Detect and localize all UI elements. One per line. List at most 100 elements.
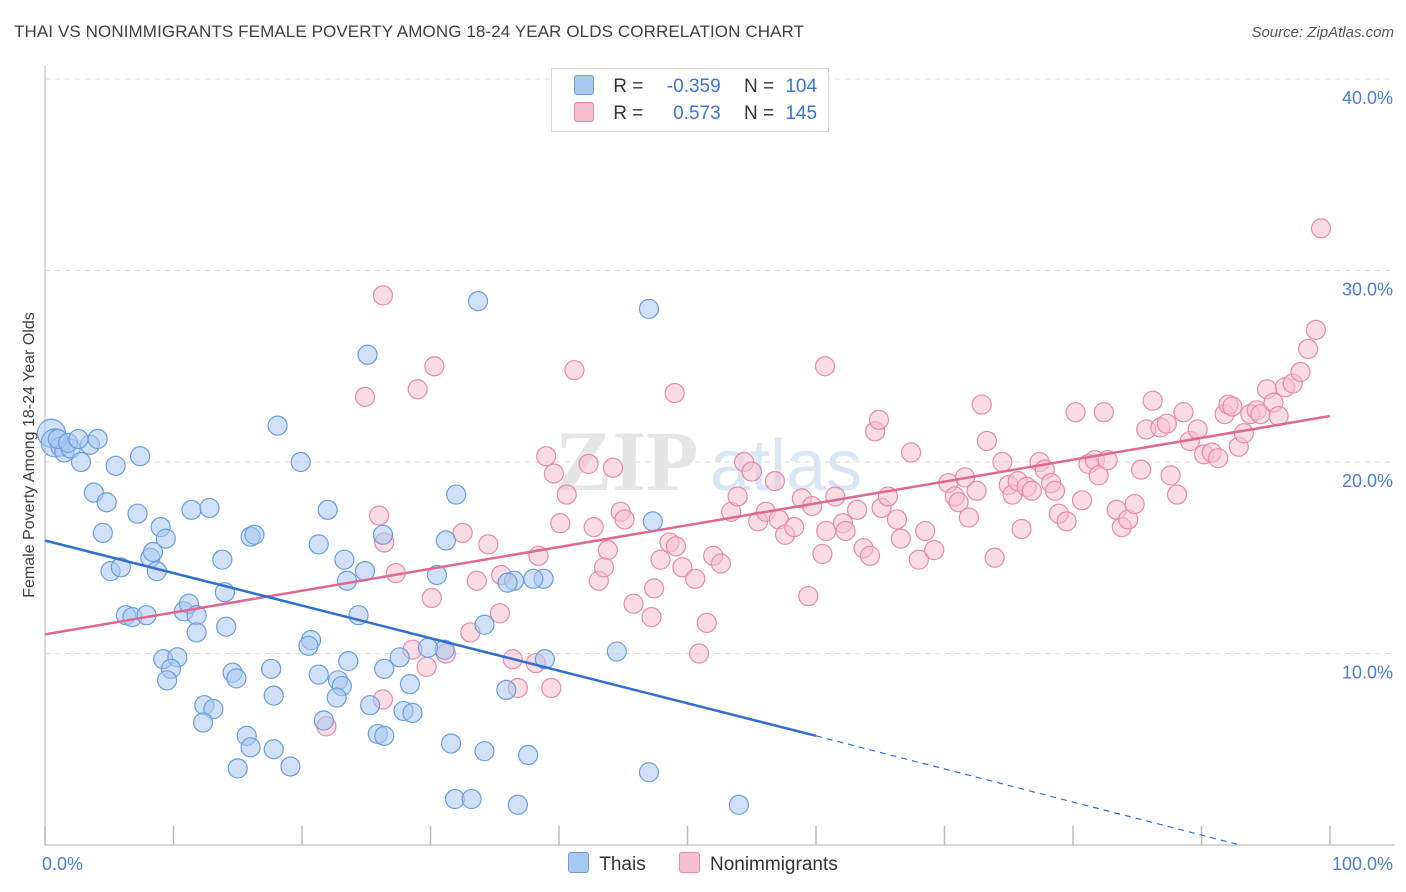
thais-point <box>244 524 265 545</box>
nonimmigrants-point <box>847 499 868 520</box>
thais-point <box>399 674 421 695</box>
nonimmigrants-point <box>1142 390 1163 411</box>
thais-point <box>638 762 660 783</box>
r-value: -0.359 <box>666 76 721 97</box>
nonimmigrants-point <box>466 570 487 591</box>
thais-point <box>68 428 89 450</box>
nonimmigrants-point <box>1290 361 1311 383</box>
thais-point <box>507 794 528 815</box>
nonimmigrants-point <box>814 356 836 377</box>
nonimmigrants-point <box>966 480 987 501</box>
thais-point <box>186 622 207 643</box>
nonimmigrants-point <box>992 451 1013 473</box>
nonimmigrants-point <box>1156 413 1177 434</box>
nonimmigrants-point <box>369 505 390 526</box>
nonimmigrants-points <box>316 218 1332 737</box>
nonimmigrants-point <box>1166 484 1188 505</box>
nonimmigrants-point <box>407 379 428 400</box>
nonimmigrants-point <box>1173 402 1194 423</box>
nonimmigrants-point <box>812 543 833 565</box>
thais-point <box>226 668 247 689</box>
thais-point <box>374 725 395 746</box>
stats-legend: R = -0.359 N = 104 R = 0.573 N = 145 <box>551 68 829 132</box>
thais-trend-extension <box>815 735 1241 846</box>
thais-point <box>261 658 282 679</box>
nonimmigrants-point <box>886 509 908 530</box>
thais-point <box>181 499 202 520</box>
n-value: 145 <box>785 103 818 124</box>
legend-item-thais[interactable]: Thais <box>568 852 646 876</box>
nonimmigrants-point <box>900 442 922 463</box>
nonimmigrants-point <box>784 517 805 538</box>
nonimmigrants-point <box>688 643 710 664</box>
nonimmigrants-point <box>536 446 557 467</box>
nonimmigrants-point <box>958 507 980 528</box>
n-value: 104 <box>785 76 818 97</box>
thais-point <box>497 572 518 593</box>
x-tick-label: 0.0% <box>42 854 83 874</box>
nonimmigrants-point <box>593 557 615 578</box>
n-label: N = <box>743 103 775 124</box>
nonimmigrants-point <box>727 486 748 507</box>
trend-lines <box>44 414 1331 846</box>
nonimmigrants-point <box>741 461 762 482</box>
nonimmigrants-point <box>478 534 499 555</box>
y-tick-label: 20.0% <box>1342 471 1393 491</box>
thais-point <box>155 528 176 549</box>
nonimmigrants-point <box>354 386 376 407</box>
thais-point <box>728 794 750 815</box>
nonimmigrants-point <box>672 557 693 578</box>
r-label: R = <box>613 103 644 124</box>
nonimmigrants-point <box>650 549 671 570</box>
thais-point <box>518 744 539 766</box>
series-legend: Thais Nonimmigrants <box>0 852 1406 876</box>
thais-point <box>426 564 448 586</box>
nonimmigrants-point <box>1044 480 1066 501</box>
thais-point <box>280 756 301 777</box>
thais-point <box>110 557 131 578</box>
nonimmigrants-point <box>1160 465 1181 486</box>
thais-point <box>474 741 495 762</box>
nonimmigrants-point <box>971 394 992 415</box>
legend-row-thais: R = -0.359 N = 104 <box>574 75 817 99</box>
nonimmigrants-point <box>1305 319 1326 340</box>
nonimmigrants-point <box>764 471 785 492</box>
watermark: ZIP atlas <box>555 413 862 509</box>
nonimmigrants-point <box>798 585 819 607</box>
legend-item-nonimmigrants[interactable]: Nonimmigrants <box>678 852 838 876</box>
nonimmigrants-point <box>868 409 890 430</box>
nonimmigrants-point <box>550 513 571 534</box>
thais-point <box>313 710 334 731</box>
nonimmigrants-point <box>416 656 437 678</box>
y-tick-label: 40.0% <box>1342 88 1393 108</box>
nonimmigrants-swatch <box>678 852 700 873</box>
thais-point <box>96 492 117 513</box>
nonimmigrants-point <box>948 492 969 513</box>
nonimmigrants-point <box>1298 338 1319 360</box>
y-tick-label: 10.0% <box>1342 663 1393 683</box>
thais-point <box>142 541 164 563</box>
thais-swatch <box>568 852 590 873</box>
nonimmigrants-point <box>556 484 577 505</box>
nonimmigrants-point <box>489 603 510 624</box>
nonimmigrants-point <box>424 356 445 377</box>
nonimmigrants-point <box>696 612 717 633</box>
thais-point <box>308 664 329 685</box>
thais-points <box>36 291 750 815</box>
nonimmigrants-point <box>1310 218 1332 239</box>
r-label: R = <box>613 76 644 97</box>
nonimmigrants-point <box>685 568 706 589</box>
legend-label: Thais <box>599 854 646 875</box>
thais-point <box>534 649 555 670</box>
thais-point <box>70 451 92 473</box>
thais-point <box>92 522 113 543</box>
nonimmigrants-point <box>976 430 998 452</box>
thais-point <box>326 687 347 708</box>
nonimmigrants-point <box>641 607 662 628</box>
nonimmigrants-point <box>421 587 442 609</box>
thais-point <box>227 758 248 779</box>
r-value: 0.573 <box>673 103 721 124</box>
thais-point <box>446 484 467 505</box>
thais-point <box>402 702 423 723</box>
thais-point <box>389 647 410 668</box>
